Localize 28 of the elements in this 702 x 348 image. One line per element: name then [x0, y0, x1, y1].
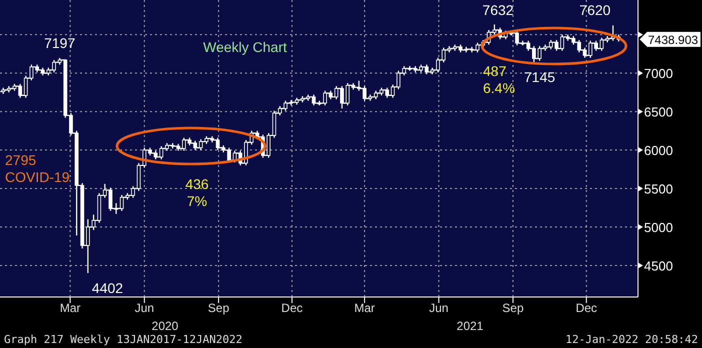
caption: Graph 217 Weekly 13JAN2017-12JAN2022 — [4, 333, 242, 346]
y-tick-label: 6500 — [644, 104, 673, 120]
y-tick-label: 5000 — [644, 220, 673, 235]
x-tick-label: Dec — [576, 301, 598, 315]
annotation: 7197 — [44, 34, 76, 51]
x-tick-label: Mar — [354, 301, 375, 315]
annotation: 4402 — [92, 280, 124, 296]
text: 12-Jan-2022 20:58:42 — [566, 333, 698, 346]
x-tick-label: Dec — [281, 301, 303, 315]
y-tick-label: 4500 — [644, 258, 673, 274]
x-tick-label: Jun — [429, 301, 448, 315]
annotation: 436 7% — [185, 176, 209, 209]
annotation: 7145 — [524, 68, 556, 85]
x-tick-label: Sep — [502, 301, 524, 315]
text: 2020 — [152, 319, 179, 333]
x-tick-label: Mar — [60, 301, 81, 315]
y-tick-label: 7000 — [644, 66, 673, 82]
x-tick-label: Sep — [208, 301, 230, 315]
text: Weekly Chart — [203, 39, 287, 55]
annotation: 7620 — [579, 2, 611, 18]
annotation: 487 6.4% — [483, 63, 515, 96]
annotation: 7632 — [482, 2, 514, 18]
x-tick-label: Jun — [134, 301, 154, 315]
annotation: 2795 COVID-19 — [5, 152, 70, 185]
text: 2021 — [456, 319, 484, 333]
y-tick-label: 6000 — [644, 143, 673, 158]
annotation: 7438.903 — [648, 32, 698, 47]
y-tick-label: 5500 — [644, 182, 673, 197]
